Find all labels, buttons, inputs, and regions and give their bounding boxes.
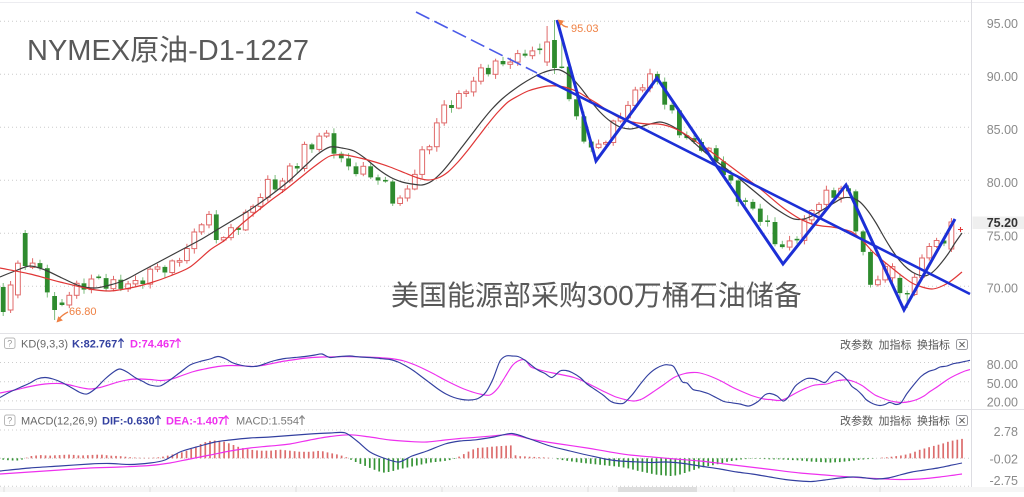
svg-text:加指标: 加指标 xyxy=(879,414,912,428)
svg-text:MACD:1.554: MACD:1.554 xyxy=(236,416,299,428)
svg-text:NYMEX原油-D1-1227: NYMEX原油-D1-1227 xyxy=(27,34,309,67)
svg-text:95.03: 95.03 xyxy=(571,23,599,35)
svg-text:80.00: 80.00 xyxy=(987,176,1018,190)
svg-text:70.00: 70.00 xyxy=(987,282,1018,296)
svg-text:20.00: 20.00 xyxy=(987,396,1018,410)
svg-text:改参数: 改参数 xyxy=(840,338,873,352)
svg-text:?: ? xyxy=(7,339,12,349)
svg-text:-2.75: -2.75 xyxy=(990,474,1019,488)
svg-text:DIF:-0.630: DIF:-0.630 xyxy=(102,416,155,428)
svg-text:换指标: 换指标 xyxy=(917,414,950,428)
svg-text:75.00: 75.00 xyxy=(987,230,1018,244)
svg-text:KD(9,3,3): KD(9,3,3) xyxy=(21,339,68,351)
svg-text:75.20: 75.20 xyxy=(987,216,1018,230)
svg-text:DEA:-1.407: DEA:-1.407 xyxy=(166,416,224,428)
svg-text:80.00: 80.00 xyxy=(987,358,1018,372)
svg-text:K:82.767: K:82.767 xyxy=(72,339,117,351)
svg-text:-0.02: -0.02 xyxy=(990,452,1019,466)
svg-text:66.80: 66.80 xyxy=(69,306,97,318)
svg-text:改参数: 改参数 xyxy=(840,414,873,428)
svg-text:D:74.467: D:74.467 xyxy=(130,339,175,351)
svg-text:?: ? xyxy=(7,416,12,426)
svg-text:MACD(12,26,9): MACD(12,26,9) xyxy=(21,416,97,428)
svg-text:美国能源部采购300万桶石油储备: 美国能源部采购300万桶石油储备 xyxy=(391,280,802,311)
svg-text:2.78: 2.78 xyxy=(994,425,1018,439)
svg-text:90.00: 90.00 xyxy=(987,70,1018,84)
svg-text:85.00: 85.00 xyxy=(987,123,1018,137)
svg-text:换指标: 换指标 xyxy=(917,338,950,352)
svg-text:50.00: 50.00 xyxy=(987,377,1018,391)
svg-text:加指标: 加指标 xyxy=(879,338,912,352)
svg-text:95.00: 95.00 xyxy=(987,17,1018,31)
